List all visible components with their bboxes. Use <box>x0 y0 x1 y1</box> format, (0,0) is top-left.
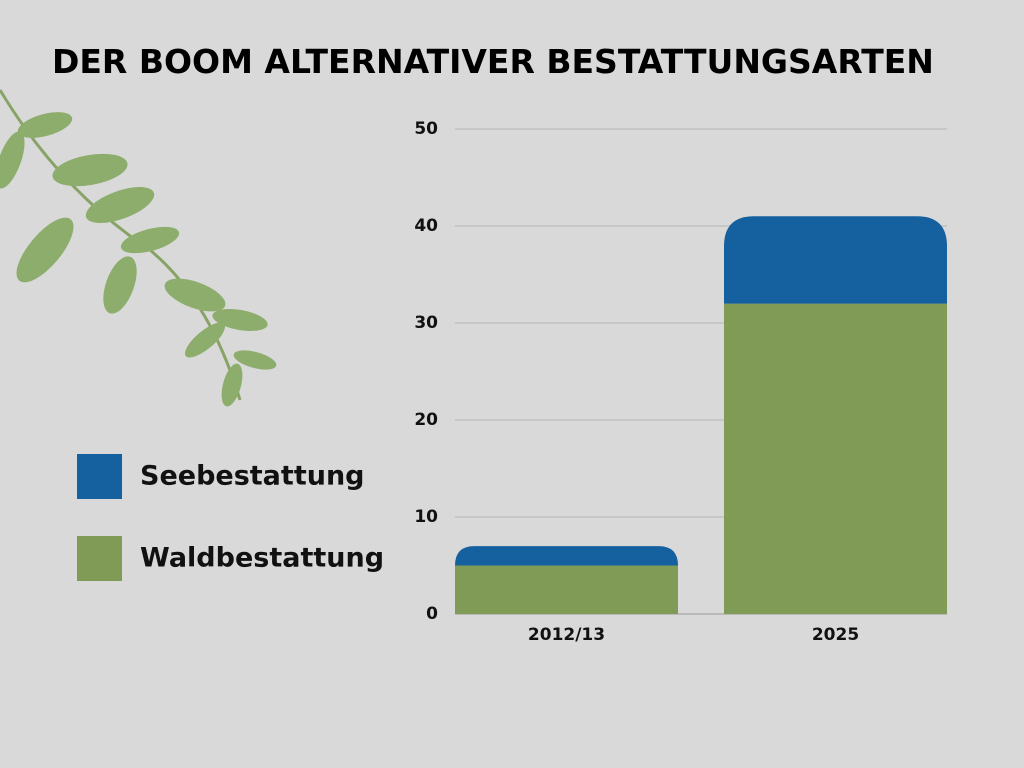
bar-segment <box>455 546 678 566</box>
y-tick-label: 30 <box>414 313 438 333</box>
x-tick-label: 2012/13 <box>528 625 605 645</box>
legend-label: Seebestattung <box>140 461 365 492</box>
bar-segment <box>724 216 947 304</box>
bar-segment <box>455 565 678 614</box>
bar-segment <box>724 303 947 614</box>
y-tick-label: 10 <box>414 507 438 527</box>
x-tick-label: 2025 <box>812 625 859 645</box>
legend-swatch <box>77 454 122 499</box>
y-tick-label: 20 <box>414 410 438 430</box>
leaf-decoration <box>0 89 277 407</box>
legend-label: Waldbestattung <box>140 543 384 574</box>
y-tick-label: 40 <box>414 216 438 236</box>
y-tick-label: 0 <box>426 604 438 624</box>
chart-title: DER BOOM ALTERNATIVER BESTATTUNGSARTEN <box>52 42 934 81</box>
y-tick-label: 50 <box>414 119 438 139</box>
legend-swatch <box>77 536 122 581</box>
